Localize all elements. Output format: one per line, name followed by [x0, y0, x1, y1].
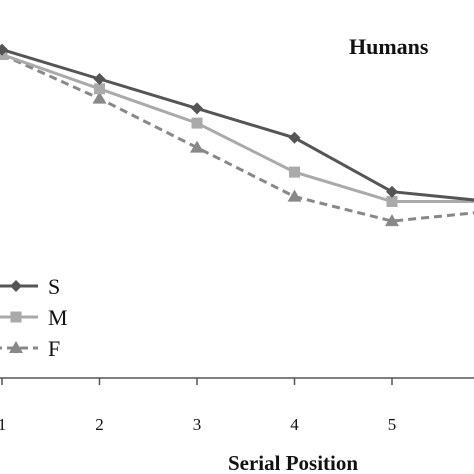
legend-item-m: M	[0, 305, 68, 330]
axes: 123456	[0, 377, 474, 434]
data-point-m	[0, 49, 8, 60]
data-point-f	[287, 189, 302, 202]
legend-item-f: F	[0, 336, 60, 361]
series-s	[0, 43, 474, 202]
x-axis-title: Serial Position	[228, 451, 358, 474]
legend: SMF	[0, 274, 68, 361]
series-f	[0, 47, 474, 227]
data-point-f	[190, 140, 204, 153]
series-line-f	[1, 53, 474, 223]
data-point-m	[10, 311, 22, 323]
x-tick-label: 3	[193, 415, 202, 434]
data-point-f	[92, 91, 107, 104]
x-tick-label: 1	[0, 415, 6, 434]
data-point-f	[385, 214, 399, 227]
series-lines	[0, 43, 474, 227]
data-point-s	[288, 131, 301, 144]
data-point-s	[191, 102, 203, 115]
data-point-s	[386, 185, 398, 198]
legend-item-s: S	[0, 274, 60, 299]
legend-label: M	[48, 305, 68, 330]
data-point-s	[10, 280, 22, 292]
x-tick-label: 5	[388, 415, 397, 434]
data-point-m	[94, 83, 105, 95]
legend-label: S	[48, 274, 60, 299]
series-line-m	[1, 53, 474, 203]
data-point-m	[191, 117, 203, 129]
data-point-m	[386, 196, 398, 207]
data-point-s	[93, 73, 106, 85]
data-point-m	[289, 166, 300, 178]
data-point-s	[0, 43, 8, 56]
x-tick-label: 2	[95, 415, 104, 434]
data-point-f	[9, 341, 23, 353]
series-line-s	[1, 48, 474, 202]
chart-title: Humans	[349, 34, 429, 59]
x-tick-label: 4	[290, 415, 299, 434]
legend-label: F	[48, 336, 60, 361]
series-m	[0, 49, 474, 207]
